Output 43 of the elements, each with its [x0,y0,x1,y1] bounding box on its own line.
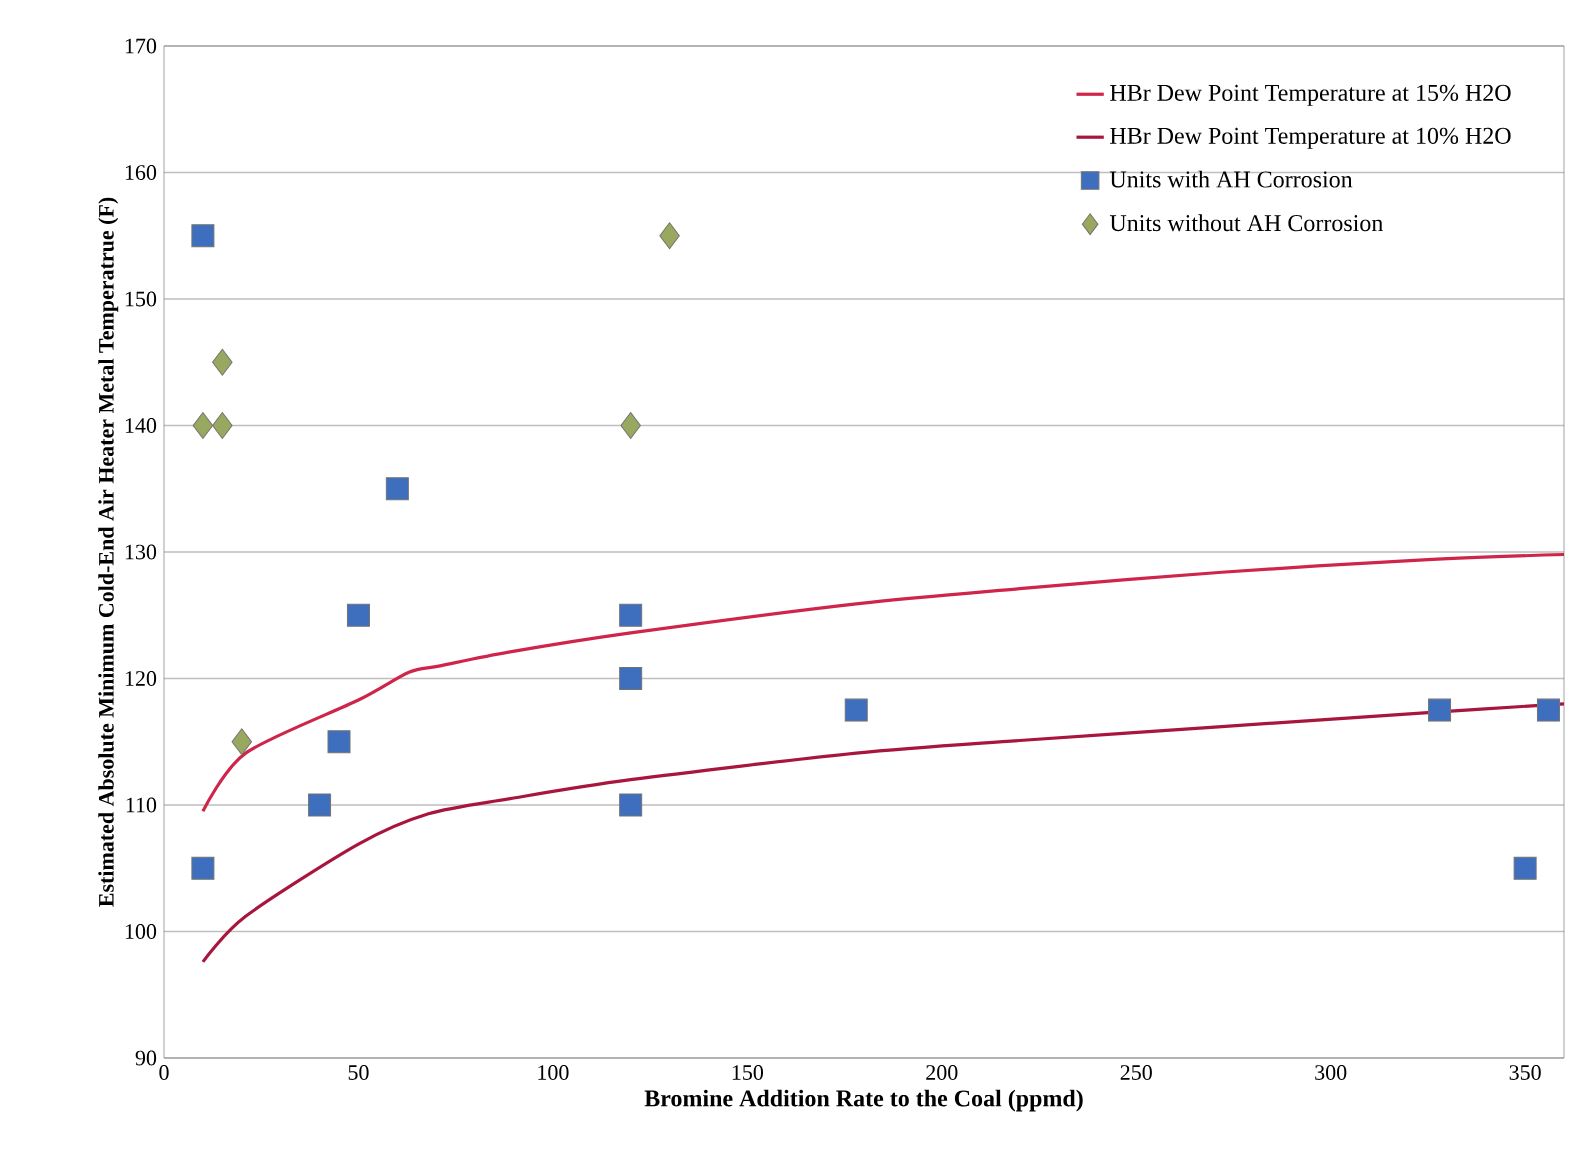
point [308,793,332,817]
y-tick-label: 170 [125,38,157,54]
x-tick-label: 350 [1509,1065,1541,1080]
point [212,348,233,376]
y-tick-label: 160 [125,165,157,180]
point [191,224,215,248]
point [1536,698,1560,722]
x-tick-label: 300 [1315,1065,1347,1080]
point [619,793,643,817]
point [191,856,215,880]
y-tick-label: 110 [126,797,157,813]
point [1428,698,1452,722]
point [231,728,253,756]
y-tick-label: 90 [135,1050,157,1066]
point [385,477,409,501]
point [1513,856,1537,880]
x-tick-label: 100 [538,1065,569,1080]
y-tick-label: 130 [125,544,157,560]
x-tick-label: 200 [926,1065,958,1080]
x-tick-label: 150 [732,1065,763,1080]
point [619,666,643,690]
x-tick-label: 250 [1120,1065,1152,1080]
legend-label: HBr Dew Point Temperature at 10% H2O [1110,127,1511,149]
y-tick-label: 150 [125,291,157,307]
y-tick-label: 140 [125,418,157,433]
legend-label: Units with AH Corrosion [1109,170,1353,188]
y-axis-title: Estimated Absolute Minimum Cold-End Air Heater Metal Temperatrue (F) [98,197,119,907]
point [327,730,351,754]
point [659,222,680,250]
y-tick-label: 100 [125,924,157,939]
point [619,603,643,627]
point [620,412,641,439]
point [844,698,868,722]
point [346,603,370,627]
x-axis-title: Bromine Addition Rate to the Coal (ppmd) [644,1089,1083,1112]
x-tick-label: 0 [159,1065,169,1080]
y-tick-label: 120 [125,671,157,686]
line-series [201,552,1565,813]
point [192,412,214,439]
legend-label: Units without AH Corrosion [1109,214,1383,232]
point [212,412,233,439]
legend-label: HBr Dew Point Temperature at 15% H2O [1110,84,1511,106]
x-tick-label: 50 [348,1065,369,1080]
